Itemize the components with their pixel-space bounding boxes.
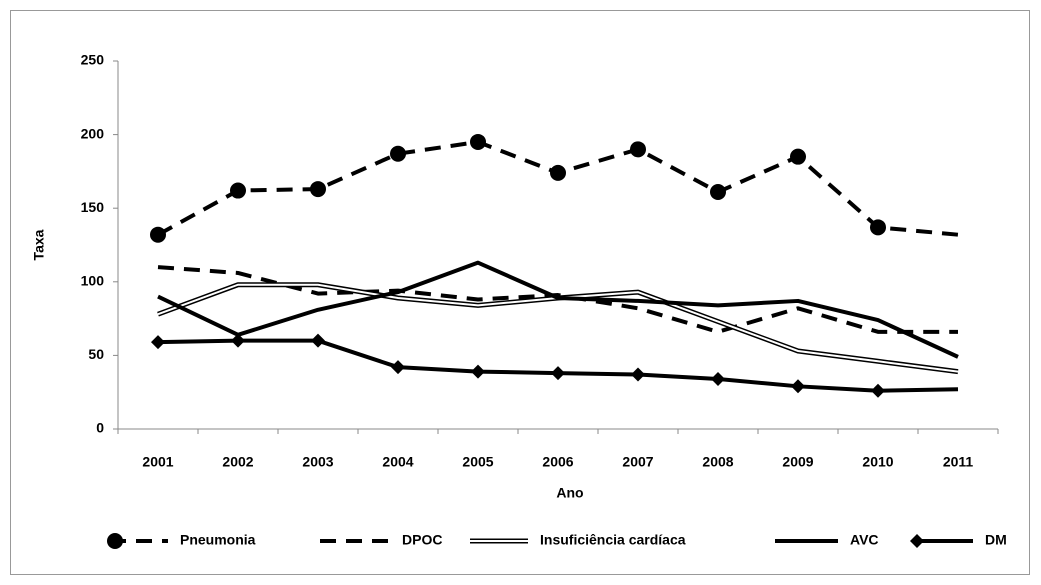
legend-label: DM [985, 532, 1007, 548]
marker-diamond [151, 335, 165, 350]
y-tick-label: 50 [88, 346, 104, 362]
x-tick-label: 2011 [943, 454, 974, 470]
x-tick-label: 2007 [622, 454, 653, 470]
x-tick-label: 2010 [862, 454, 893, 470]
marker-diamond [711, 371, 725, 386]
y-tick-label: 200 [81, 125, 105, 141]
chart-border [10, 10, 1030, 575]
marker-circle [630, 141, 646, 158]
marker-diamond [551, 366, 565, 381]
marker-circle [107, 533, 123, 549]
legend-label: Insuficiência cardíaca [540, 532, 686, 548]
marker-diamond [311, 333, 325, 348]
marker-diamond [910, 534, 924, 548]
marker-diamond [231, 333, 245, 348]
marker-circle [150, 226, 166, 243]
x-tick-label: 2003 [302, 454, 333, 470]
x-tick-label: 2006 [542, 454, 573, 470]
x-tick-label: 2004 [382, 454, 413, 470]
marker-circle [710, 184, 726, 201]
y-tick-label: 0 [96, 420, 104, 436]
marker-circle [550, 164, 566, 181]
x-tick-label: 2001 [142, 454, 173, 470]
y-tick-label: 100 [81, 273, 105, 289]
marker-diamond [871, 383, 885, 398]
marker-diamond [791, 379, 805, 394]
marker-circle [870, 219, 886, 236]
marker-circle [790, 148, 806, 165]
y-tick-label: 150 [81, 199, 105, 215]
marker-circle [230, 182, 246, 199]
x-tick-label: 2009 [782, 454, 813, 470]
x-tick-label: 2008 [702, 454, 733, 470]
y-tick-label: 250 [81, 52, 105, 68]
series-line [157, 260, 959, 359]
x-tick-label: 2002 [222, 454, 253, 470]
y-axis-label: Taxa [31, 229, 47, 260]
legend-label: AVC [850, 532, 879, 548]
x-axis-label: Ano [556, 485, 583, 501]
marker-circle [310, 181, 326, 198]
marker-diamond [391, 360, 405, 375]
marker-diamond [471, 364, 485, 379]
marker-circle [470, 133, 486, 150]
x-tick-label: 2005 [462, 454, 493, 470]
legend-label: Pneumonia [180, 532, 256, 548]
marker-diamond [631, 367, 645, 382]
legend-label: DPOC [402, 532, 442, 548]
marker-circle [390, 145, 406, 162]
